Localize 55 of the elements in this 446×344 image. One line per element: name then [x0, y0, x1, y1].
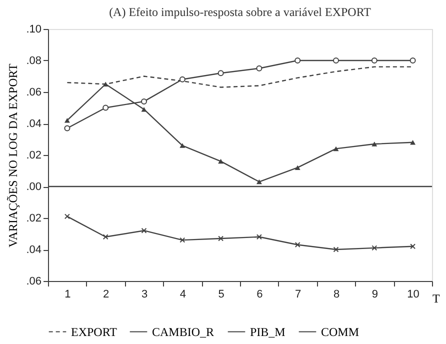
point — [410, 244, 416, 250]
point — [64, 125, 70, 132]
legend-label: EXPORT — [71, 324, 118, 339]
x-tick-label: 3 — [141, 288, 148, 300]
x-tick-label: 7 — [295, 288, 302, 300]
legend-label: COMM — [321, 324, 360, 339]
x-tick-label: 8 — [333, 288, 340, 300]
legend-label: PIB_M — [250, 324, 286, 339]
point — [294, 242, 300, 248]
x-tick-label: 6 — [256, 288, 263, 300]
point — [333, 58, 339, 64]
y-tick-label: .02 — [26, 150, 42, 162]
point — [218, 158, 224, 164]
y-tick-label: .02 — [26, 212, 42, 224]
point — [102, 234, 108, 240]
y-tick-label: .06 — [26, 86, 42, 98]
x-axis-title: T — [432, 292, 440, 306]
point — [372, 245, 378, 251]
point — [410, 140, 416, 145]
point — [256, 179, 262, 184]
point — [333, 146, 339, 152]
point — [256, 234, 262, 240]
point — [141, 98, 147, 104]
x-tick-label: 2 — [103, 288, 110, 300]
x-tick-label: 9 — [372, 288, 378, 300]
point — [410, 58, 416, 64]
y-tick-label: .00 — [26, 181, 42, 193]
point — [218, 236, 224, 242]
point — [102, 104, 109, 111]
point — [294, 165, 300, 170]
x-tick-label: 5 — [218, 288, 224, 300]
point — [218, 70, 224, 76]
point — [180, 143, 186, 148]
point — [180, 237, 186, 243]
point — [141, 106, 147, 112]
x-tick-label: 10 — [407, 288, 420, 300]
point — [333, 246, 339, 252]
point — [64, 118, 70, 123]
point — [371, 58, 378, 64]
point — [372, 142, 378, 146]
point — [256, 65, 262, 72]
x-tick-label: 1 — [64, 288, 71, 300]
point — [179, 76, 186, 82]
y-axis-title: VARIAÇÕES NO LOG DA EXPORT — [6, 62, 20, 248]
point — [64, 214, 70, 220]
y-tick-label: .10 — [26, 24, 42, 36]
y-tick-label: .04 — [26, 244, 42, 256]
legend-label: CAMBIO_R — [152, 324, 214, 339]
point — [294, 58, 301, 64]
point — [141, 228, 147, 234]
y-tick-label: .06 — [26, 276, 42, 288]
y-tick-label: .08 — [26, 55, 42, 67]
y-tick-label: .04 — [26, 118, 42, 130]
x-tick-label: 4 — [180, 288, 186, 300]
chart-title: (A) Efeito impulso-resposta sobre a variável EXPORT — [109, 5, 372, 19]
